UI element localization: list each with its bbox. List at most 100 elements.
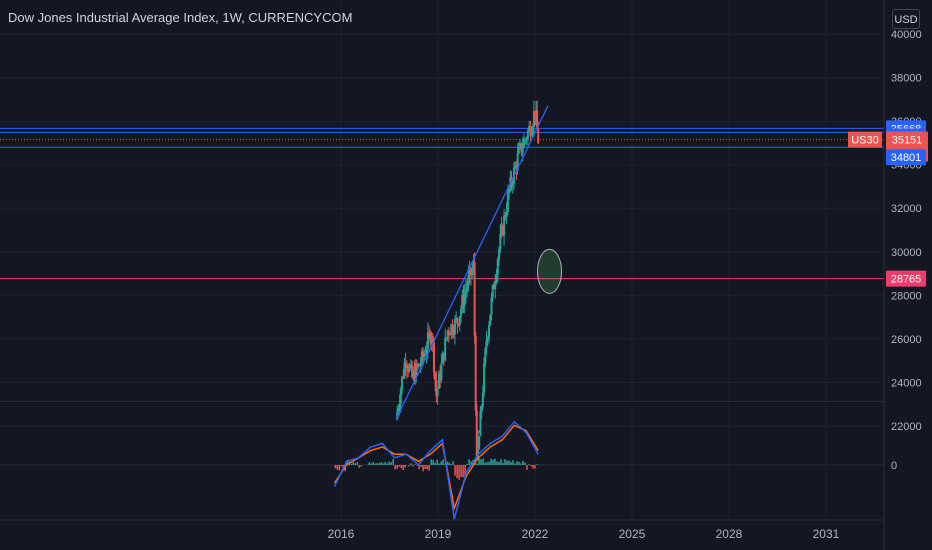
candle-body bbox=[522, 139, 525, 148]
candle-body bbox=[481, 393, 484, 407]
candle-body bbox=[485, 340, 488, 349]
macd-histogram-bar bbox=[340, 465, 343, 467]
candle-body bbox=[407, 368, 410, 372]
macd-histogram-bar bbox=[352, 462, 355, 465]
macd-histogram-bar bbox=[390, 462, 392, 465]
price-tick-label: 30000 bbox=[891, 247, 922, 259]
pane-divider[interactable] bbox=[0, 401, 884, 402]
macd-histogram-bar bbox=[356, 462, 358, 465]
candle-body bbox=[511, 184, 514, 186]
candle-body bbox=[491, 285, 494, 298]
candle-body bbox=[530, 133, 533, 137]
candle-body bbox=[417, 364, 420, 368]
macd-histogram-bar bbox=[400, 465, 402, 468]
price-label-28765: 28765 bbox=[891, 274, 922, 286]
macd-histogram-bar bbox=[508, 460, 510, 465]
macd-histogram-bar bbox=[498, 461, 500, 465]
price-tick-label: 26000 bbox=[891, 334, 922, 346]
macd-histogram-bar bbox=[536, 464, 538, 465]
symbol-badge-bg bbox=[848, 131, 882, 148]
macd-histogram-bar bbox=[464, 465, 466, 477]
candle-body bbox=[537, 128, 540, 144]
candle-body bbox=[505, 211, 508, 217]
macd-histogram-bar bbox=[424, 465, 426, 470]
candles bbox=[396, 100, 540, 460]
candle-body bbox=[426, 332, 429, 350]
macd-histogram-bar bbox=[528, 464, 530, 465]
macd-histogram-bar bbox=[526, 465, 528, 470]
time-tick-label: 2028 bbox=[716, 527, 743, 541]
macd-histogram-bar bbox=[396, 465, 398, 469]
macd-histogram-bar bbox=[494, 458, 496, 465]
trendline[interactable] bbox=[395, 105, 563, 420]
macd-histogram-bar bbox=[520, 463, 522, 465]
macd-histogram-bar bbox=[476, 463, 478, 465]
candle-body bbox=[401, 376, 404, 390]
candle-body bbox=[516, 153, 519, 171]
candle-body bbox=[445, 337, 448, 339]
macd-histogram-bar bbox=[454, 465, 456, 476]
candle-body bbox=[452, 333, 455, 335]
candle-body bbox=[479, 411, 482, 437]
candle-body bbox=[451, 324, 454, 334]
macd-pane bbox=[0, 420, 884, 520]
macd-histogram-bar bbox=[470, 461, 472, 465]
macd-histogram-bar bbox=[438, 463, 440, 465]
candle-body bbox=[499, 234, 502, 250]
price-axis[interactable]: 2200024000260002800030000320003400036000… bbox=[883, 0, 922, 550]
macd-histogram-bar bbox=[440, 461, 442, 465]
macd-histogram-bar bbox=[516, 461, 518, 465]
price-tick-label: 38000 bbox=[891, 73, 922, 85]
macd-histogram-bar bbox=[336, 465, 339, 470]
candle-body bbox=[455, 318, 458, 320]
macd-histogram-bar bbox=[506, 460, 508, 465]
candle-body bbox=[457, 324, 460, 326]
ellipse-marker bbox=[537, 248, 563, 294]
candle-body bbox=[486, 337, 489, 341]
macd-histogram-bar bbox=[444, 463, 446, 465]
candle-body bbox=[524, 139, 527, 141]
candle-body bbox=[413, 370, 416, 382]
candle-body bbox=[431, 335, 434, 342]
candle-body bbox=[535, 110, 538, 117]
macd-histogram-bar bbox=[496, 461, 498, 465]
candle-body bbox=[460, 308, 463, 317]
macd-histogram-bar bbox=[376, 463, 378, 465]
candle-body bbox=[444, 338, 447, 361]
candle-body bbox=[487, 325, 490, 338]
candle-body bbox=[471, 269, 474, 276]
macd-histogram-bar bbox=[414, 464, 416, 465]
macd-histogram-bar bbox=[514, 463, 516, 465]
time-tick-label: 2022 bbox=[522, 527, 549, 541]
candle-body bbox=[436, 388, 439, 397]
candle-body bbox=[496, 259, 499, 275]
macd-histogram-bar bbox=[380, 462, 382, 465]
candle-body bbox=[402, 376, 405, 378]
candle-body bbox=[498, 249, 501, 260]
candle-body bbox=[495, 274, 498, 282]
macd-histogram-bar bbox=[338, 465, 341, 471]
macd-histogram-bar bbox=[334, 465, 337, 469]
candle-body bbox=[419, 364, 422, 366]
macd-histogram-bar bbox=[492, 459, 494, 465]
macd-histogram-bar bbox=[388, 461, 390, 465]
price-tick-label: 22000 bbox=[891, 421, 922, 433]
candle-body bbox=[430, 335, 433, 344]
macd-histogram-bar bbox=[452, 461, 454, 465]
currency-button[interactable]: USD bbox=[892, 9, 920, 29]
candle-body bbox=[425, 349, 428, 355]
time-axis[interactable]: 2016 2019 2022 2025 2028 2031 bbox=[0, 519, 884, 541]
candle-body bbox=[429, 332, 432, 344]
macd-histogram-bar bbox=[382, 463, 384, 465]
macd-histogram-bar bbox=[386, 463, 388, 465]
candle-body bbox=[422, 351, 425, 357]
candle-body bbox=[440, 363, 443, 381]
candle-body bbox=[408, 366, 411, 372]
macd-histogram-bar bbox=[510, 461, 512, 465]
macd-histogram-bar bbox=[530, 465, 532, 467]
horizontal-lines[interactable] bbox=[0, 127, 884, 280]
candle-body bbox=[503, 215, 506, 236]
candle-body bbox=[423, 354, 426, 357]
candle-body bbox=[514, 165, 517, 168]
